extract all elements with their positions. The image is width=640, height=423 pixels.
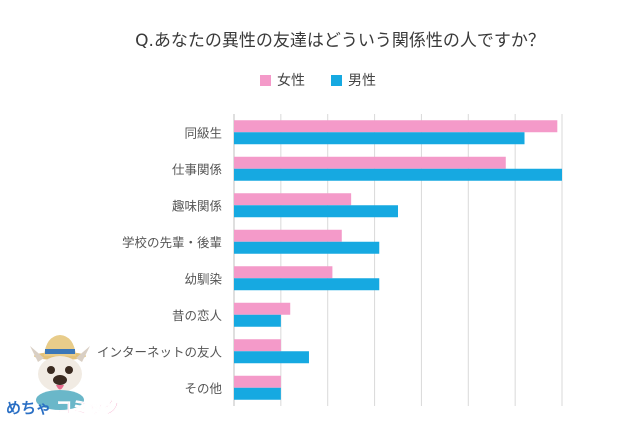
bar-male	[234, 241, 380, 254]
bar-female	[234, 193, 352, 206]
logo-text-right: コミック	[56, 398, 120, 417]
legend-item-female: 女性	[260, 70, 305, 90]
legend-swatch-male	[331, 74, 342, 86]
legend-swatch-female	[260, 74, 271, 86]
legend: 女性 男性	[260, 70, 376, 90]
legend-item-male: 男性	[331, 70, 376, 90]
bar-male	[234, 314, 281, 327]
category-label: 学校の先輩・後輩	[122, 235, 222, 250]
legend-label-male: 男性	[348, 73, 376, 89]
category-label: 仕事関係	[172, 162, 222, 177]
bar-male	[234, 278, 380, 291]
bar-female	[234, 302, 291, 315]
category-label: 趣味関係	[172, 198, 222, 213]
bar-male	[234, 387, 281, 400]
bar-female	[234, 266, 333, 279]
legend-label-female: 女性	[277, 73, 305, 89]
bar-male	[234, 168, 562, 181]
bar-female	[234, 156, 506, 169]
dog-mascot-icon	[30, 335, 90, 410]
category-label: 昔の恋人	[172, 308, 223, 323]
bar-female	[234, 120, 558, 133]
category-label: 同級生	[184, 125, 222, 140]
category-label: その他	[184, 381, 222, 396]
bar-male	[234, 132, 525, 145]
logo-text-left: めちゃ	[6, 399, 51, 417]
bar-female	[234, 375, 281, 388]
bar-male	[234, 205, 398, 218]
bar-female	[234, 229, 342, 242]
bar-male	[234, 351, 309, 364]
bar-female	[234, 339, 281, 352]
category-label: インターネットの友人	[97, 344, 223, 359]
chart-title: Q.あなたの異性の友達はどういう関係性の人ですか？	[135, 31, 545, 51]
site-logo: めちゃ コミック	[6, 335, 120, 417]
category-label: 幼馴染	[184, 271, 222, 286]
